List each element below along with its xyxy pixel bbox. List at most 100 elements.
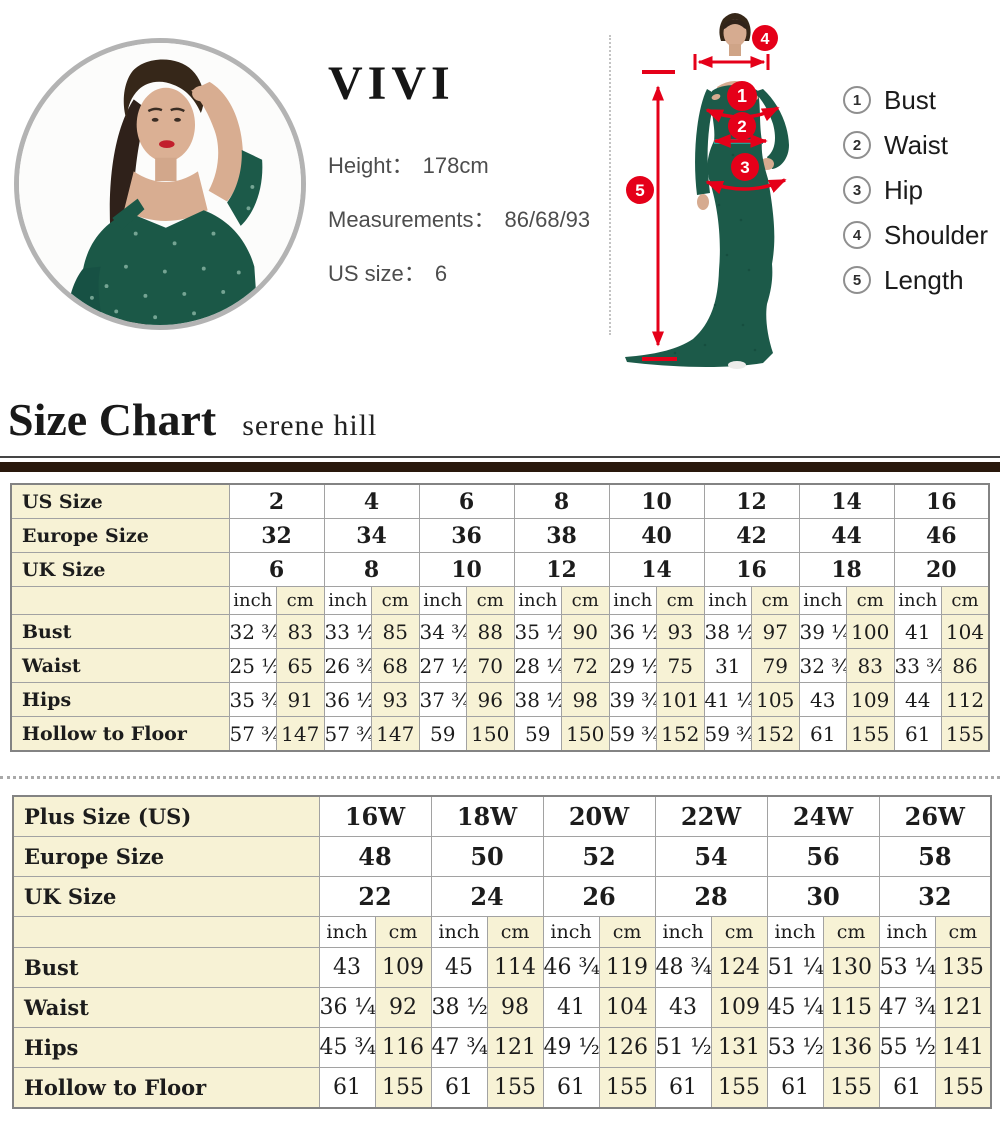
size-value-cell: 12 — [703, 483, 800, 519]
cm-value-cell: 109 — [374, 947, 432, 988]
inch-value-cell: 41 ¼ — [703, 682, 752, 717]
inch-value-cell: 27 ½ — [418, 648, 467, 683]
cm-value-cell: 114 — [486, 947, 544, 988]
size-value-cell: 10 — [418, 552, 515, 587]
unit-inch-header-cell: inch — [703, 586, 752, 615]
size-row: UK Size 6 8 10 12 14 16 18 20 — [10, 552, 990, 587]
legend-label: Waist — [884, 129, 949, 160]
row-label-cell: Europe Size — [10, 518, 230, 553]
table-separator — [0, 776, 1000, 779]
measurement-legend: 1 Bust 2 Waist 3 Hip 4 Shoulder 5 Length — [843, 85, 989, 311]
size-value-cell: 36 — [418, 518, 515, 553]
legend-label: Hip — [884, 174, 924, 205]
inch-value-cell: 59 — [513, 716, 562, 752]
row-label-cell: Plus Size (US) — [12, 795, 320, 837]
inch-value-cell: 28 ¼ — [513, 648, 562, 683]
info-value: 6 — [434, 261, 448, 286]
cm-value-cell: 121 — [486, 1027, 544, 1068]
cm-value-cell: 155 — [934, 1067, 992, 1109]
row-label-cell: Bust — [12, 947, 320, 988]
cm-value-cell: 126 — [598, 1027, 656, 1068]
size-value-cell: 10 — [608, 483, 705, 519]
size-row: Europe Size 48 50 52 54 56 58 — [12, 836, 992, 877]
inch-value-cell: 61 — [798, 716, 847, 752]
cm-value-cell: 109 — [710, 987, 768, 1028]
size-value-cell: 22 — [318, 876, 432, 917]
plus-size-table: Plus Size (US) 16W 18W 20W 22W 24W 26W Europe S… — [12, 795, 993, 1109]
size-value-cell: 44 — [798, 518, 895, 553]
length-arrow — [642, 70, 677, 361]
inch-value-cell: 57 ¾ — [228, 716, 277, 752]
unit-inch-header-cell: inch — [654, 916, 712, 948]
cm-value-cell: 98 — [561, 682, 610, 717]
brand-subtitle: serene hill — [242, 409, 378, 442]
heading-rule-thick — [0, 462, 1000, 472]
cm-value-cell: 79 — [751, 648, 800, 683]
inch-value-cell: 34 ¾ — [418, 614, 467, 649]
marker-3 — [731, 153, 759, 181]
cm-value-cell: 75 — [656, 648, 705, 683]
inch-value-cell: 44 — [893, 682, 942, 717]
size-value-cell: 32 — [228, 518, 325, 553]
cm-value-cell: 136 — [822, 1027, 880, 1068]
size-value-cell: 50 — [430, 836, 544, 877]
size-row: US Size 2 4 6 8 10 12 14 16 — [10, 483, 990, 519]
inch-value-cell: 59 ¾ — [608, 716, 657, 752]
unit-header-row: inch cm inch cm inch cm inch cm inch cm inch cm — [12, 916, 992, 948]
size-value-cell: 24 — [430, 876, 544, 917]
cm-value-cell: 130 — [822, 947, 880, 988]
inch-value-cell: 61 — [318, 1067, 376, 1109]
cm-value-cell: 93 — [656, 614, 705, 649]
inch-value-cell: 36 ½ — [608, 614, 657, 649]
inch-value-cell: 55 ½ — [878, 1027, 936, 1068]
inch-value-cell: 43 — [318, 947, 376, 988]
cm-value-cell: 90 — [561, 614, 610, 649]
cm-value-cell: 104 — [598, 987, 656, 1028]
inch-value-cell: 29 ½ — [608, 648, 657, 683]
info-line: US size： 6 — [328, 256, 608, 288]
measure-row: Waist 36 ¼ 92 38 ½ 98 41 104 43 109 45 ¼ 115 47 ¾ 12… — [12, 987, 992, 1028]
marker-1 — [727, 81, 757, 111]
size-value-cell: 6 — [418, 483, 515, 519]
measurement-diagram: 5 4 1 2 3 — [615, 5, 835, 377]
model-name: VIVI — [328, 57, 455, 110]
unit-header-row: inch cm inch cm inch cm inch cm inch cm inch cm inch… — [10, 586, 990, 615]
cm-value-cell: 112 — [941, 682, 990, 717]
marker-2 — [728, 112, 756, 140]
info-value: 86/68/93 — [504, 207, 591, 232]
legend-item-bust: 1 Bust — [843, 85, 988, 115]
size-value-cell: 16 — [703, 552, 800, 587]
cm-value-cell: 119 — [598, 947, 656, 988]
legend-label: Shoulder — [884, 219, 989, 250]
inch-value-cell: 61 — [766, 1067, 824, 1109]
info-label: Measurements： — [328, 207, 496, 232]
inch-value-cell: 35 ¾ — [228, 682, 277, 717]
info-line: Height： 178cm — [328, 148, 608, 180]
unit-cm-header-cell: cm — [486, 916, 544, 948]
unit-cm-header-cell: cm — [656, 586, 705, 615]
inch-value-cell: 59 — [418, 716, 467, 752]
inch-value-cell: 26 ¾ — [323, 648, 372, 683]
cm-value-cell: 104 — [941, 614, 990, 649]
cm-value-cell: 68 — [371, 648, 420, 683]
size-value-cell: 42 — [703, 518, 800, 553]
hip-arrow — [705, 178, 787, 195]
cm-value-cell: 115 — [822, 987, 880, 1028]
size-value-cell: 54 — [654, 836, 768, 877]
inch-value-cell: 51 ½ — [654, 1027, 712, 1068]
cm-value-cell: 141 — [934, 1027, 992, 1068]
size-value-cell: 14 — [798, 483, 895, 519]
marker-4 — [752, 25, 778, 51]
cm-value-cell: 152 — [656, 716, 705, 752]
row-label-cell: UK Size — [12, 876, 320, 917]
measure-row: Hollow to Floor 57 ¾ 147 57 ¾ 147 59 150 59 150 5… — [10, 716, 990, 752]
inch-value-cell: 61 — [893, 716, 942, 752]
cm-value-cell: 88 — [466, 614, 515, 649]
inch-value-cell: 45 — [430, 947, 488, 988]
inch-value-cell: 39 ¾ — [608, 682, 657, 717]
cm-value-cell: 91 — [276, 682, 325, 717]
cm-value-cell: 92 — [374, 987, 432, 1028]
inch-value-cell: 36 ¼ — [318, 987, 376, 1028]
